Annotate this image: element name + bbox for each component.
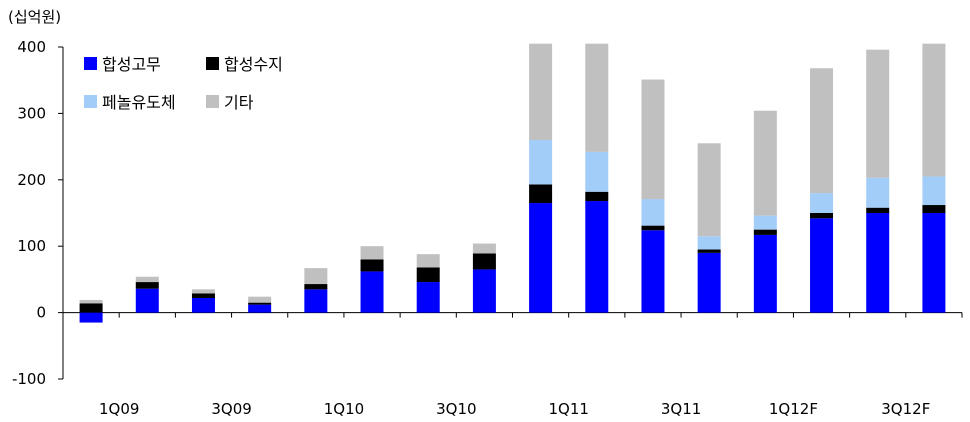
y-tick-label: -100 [12, 370, 46, 388]
bar-1-2Q10 [360, 271, 384, 313]
bar-1-3Q09 [191, 297, 215, 313]
bar-2-2Q10 [360, 259, 384, 272]
y-tick-label: 200 [17, 171, 46, 189]
bar-3-1Q12F [753, 215, 777, 230]
bar-4-1Q12F [753, 110, 777, 216]
bar-1-4Q10 [472, 269, 496, 313]
bar-2-4Q10 [472, 253, 496, 270]
bar-1-2Q11 [585, 201, 609, 313]
bar-2-3Q12F [866, 207, 890, 213]
bar-1-4Q11 [697, 252, 721, 313]
bar-2-2Q11 [585, 191, 609, 202]
bar-4-1Q11 [529, 43, 553, 140]
bar-4-4Q12F [922, 43, 946, 177]
bar-1-4Q12F [922, 213, 946, 313]
bar-3-1Q11 [529, 139, 553, 185]
bar-2-1Q12F [753, 229, 777, 235]
bar-1-1Q09 [79, 312, 103, 323]
bar-2-1Q11 [529, 184, 553, 204]
legend-swatch [84, 95, 97, 108]
legend-label: 기타 [224, 93, 254, 112]
bar-1-4Q09 [248, 304, 272, 313]
x-tick-label: 1Q09 [99, 400, 139, 418]
bar-2-4Q09 [248, 302, 272, 305]
x-tick-label: 3Q11 [661, 400, 701, 418]
legend-label: 합성고무 [102, 55, 161, 74]
legend-label: 페놀유도체 [102, 93, 176, 112]
bar-1-3Q12F [866, 213, 890, 313]
bar-1-1Q12F [753, 234, 777, 313]
legend-swatch [206, 57, 219, 70]
bar-4-1Q10 [304, 268, 328, 285]
bar-2-3Q09 [191, 293, 215, 298]
bar-4-4Q09 [248, 296, 272, 303]
bar-2-1Q09 [79, 303, 103, 313]
bar-3-3Q12F [866, 177, 890, 208]
x-tick-label: 1Q10 [324, 400, 364, 418]
bar-4-3Q09 [191, 289, 215, 294]
bar-2-2Q09 [135, 282, 159, 289]
x-tick-label: 3Q10 [436, 400, 476, 418]
bar-2-3Q10 [416, 267, 440, 283]
bar-3-4Q12F [922, 176, 946, 206]
x-tick-label: 3Q12F [881, 400, 930, 418]
bar-4-4Q11 [697, 143, 721, 237]
y-tick-label: 100 [17, 237, 46, 255]
legend-swatch [84, 57, 97, 70]
bar-1-1Q10 [304, 289, 328, 313]
bar-4-2Q12F [810, 68, 834, 194]
bar-2-4Q11 [697, 249, 721, 253]
unit-label: (십억원) [8, 8, 62, 26]
bar-4-4Q10 [472, 243, 496, 254]
bar-4-3Q11 [641, 79, 665, 200]
bar-4-2Q11 [585, 43, 609, 152]
bar-1-3Q11 [641, 230, 665, 313]
legend-swatch [206, 95, 219, 108]
bar-3-2Q11 [585, 151, 609, 192]
y-axis: -100 0 100 200 300 400 [12, 38, 64, 388]
bar-1-3Q10 [416, 282, 440, 313]
bar-2-1Q10 [304, 284, 328, 290]
legend-label: 합성수지 [224, 55, 283, 74]
bar-4-2Q09 [135, 276, 159, 283]
bar-3-4Q11 [697, 236, 721, 250]
bar-1-1Q11 [529, 203, 553, 313]
y-tick-label: 400 [17, 38, 46, 56]
bar-2-2Q12F [810, 213, 834, 219]
y-tick-label: 300 [17, 104, 46, 122]
x-tick-label: 1Q11 [548, 400, 588, 418]
bar-4-1Q09 [79, 299, 103, 304]
x-tick-label: 1Q12F [769, 400, 818, 418]
y-tick-label: 0 [36, 304, 46, 322]
bar-4-2Q10 [360, 246, 384, 260]
bar-1-2Q12F [810, 218, 834, 313]
x-axis: 1Q09 3Q09 1Q10 3Q10 1Q11 3Q11 1Q12F 3Q12F [63, 312, 963, 418]
bar-2-4Q12F [922, 205, 946, 213]
bar-2-3Q11 [641, 225, 665, 231]
bar-3-2Q12F [810, 193, 834, 213]
bars [79, 43, 946, 323]
bar-4-3Q12F [866, 49, 890, 178]
bar-4-3Q10 [416, 254, 440, 268]
x-tick-label: 3Q09 [211, 400, 251, 418]
bar-3-3Q11 [641, 199, 665, 226]
bar-1-2Q09 [135, 288, 159, 313]
